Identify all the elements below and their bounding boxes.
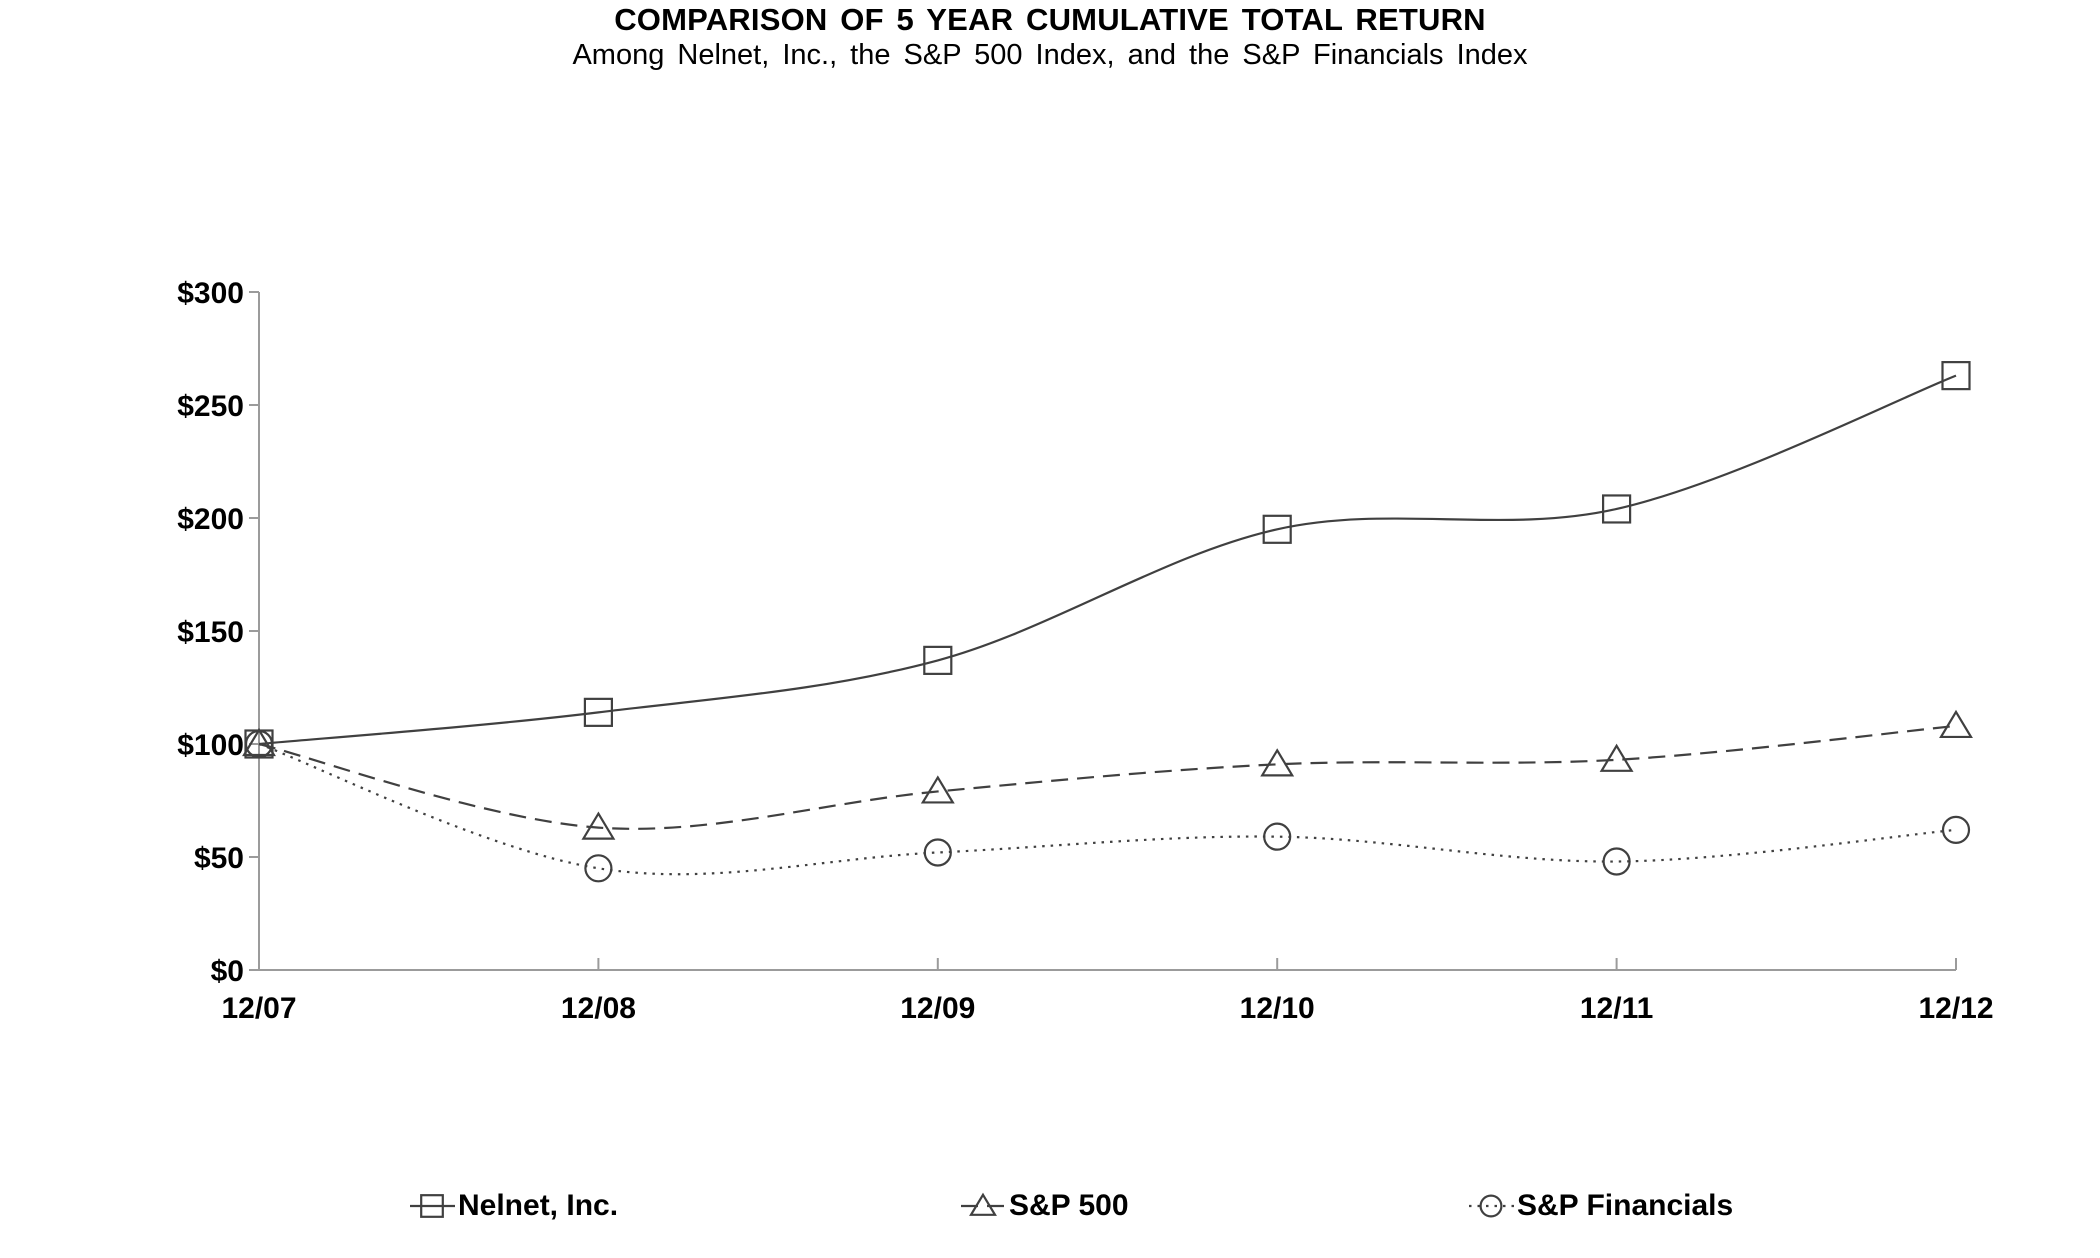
y-tick-label: $200 xyxy=(177,503,244,536)
circle-marker xyxy=(584,854,613,883)
circle-marker xyxy=(923,838,952,867)
square-marker xyxy=(1601,494,1632,524)
y-tick-label: $0 xyxy=(211,955,244,988)
triangle-marker xyxy=(242,727,276,757)
circle-marker xyxy=(244,729,274,759)
square-marker-icon xyxy=(410,1194,455,1218)
x-tick-label: 12/08 xyxy=(561,992,636,1025)
line-chart-plot-area: $0 $50 $100 $150 $200 $250 $300 12/07 12/08 12/09… xyxy=(177,277,1993,1025)
y-tick-label: $100 xyxy=(177,729,244,762)
square-marker xyxy=(420,1194,444,1218)
series-line-nelnet-inc xyxy=(258,374,1957,746)
x-tick-label: 12/12 xyxy=(1918,992,1993,1025)
chart-title: COMPARISON OF 5 YEAR CUMULATIVE TOTAL RE… xyxy=(614,2,1486,37)
y-tick-label: $150 xyxy=(177,616,244,649)
legend-item-sp-financials: S&P Financials xyxy=(1468,1189,1734,1222)
chart-subtitle: Among Nelnet, Inc., the S&P 500 Index, a… xyxy=(572,39,1528,71)
square-marker xyxy=(923,645,953,675)
x-tick-label: 12/09 xyxy=(900,992,975,1025)
triangle-marker xyxy=(969,1192,997,1216)
x-tick-label: 12/11 xyxy=(1580,992,1653,1025)
circle-marker xyxy=(1479,1194,1503,1218)
series-line-s-p-financials xyxy=(258,742,1957,876)
y-tick-label: $50 xyxy=(194,842,244,875)
x-tick-label: 12/07 xyxy=(221,992,296,1025)
legend-label: Nelnet, Inc. xyxy=(458,1189,619,1222)
y-tick-label: $300 xyxy=(177,277,244,310)
triangle-marker xyxy=(1939,709,1973,739)
circle-marker xyxy=(1941,815,1971,844)
square-marker xyxy=(583,697,614,727)
triangle-marker xyxy=(581,811,616,840)
circle-marker xyxy=(1263,822,1292,851)
triangle-marker-icon xyxy=(961,1192,1006,1216)
y-tick-label: $250 xyxy=(177,390,244,423)
legend-item-nelnet-inc: Nelnet, Inc. xyxy=(409,1189,619,1222)
square-marker xyxy=(1941,361,1971,391)
circle-marker-icon xyxy=(1469,1194,1514,1218)
legend-item-sp-500: S&P 500 xyxy=(960,1189,1129,1222)
x-tick-label: 12/10 xyxy=(1240,992,1315,1025)
triangle-marker xyxy=(920,775,955,804)
circle-marker xyxy=(1602,847,1631,876)
triangle-marker xyxy=(1599,743,1634,772)
series-line-s-p-500 xyxy=(258,724,1957,830)
legend-label: S&P Financials xyxy=(1517,1189,1734,1222)
triangle-marker xyxy=(1260,748,1295,777)
square-marker xyxy=(1262,514,1292,544)
legend-label: S&P 500 xyxy=(1009,1189,1129,1222)
